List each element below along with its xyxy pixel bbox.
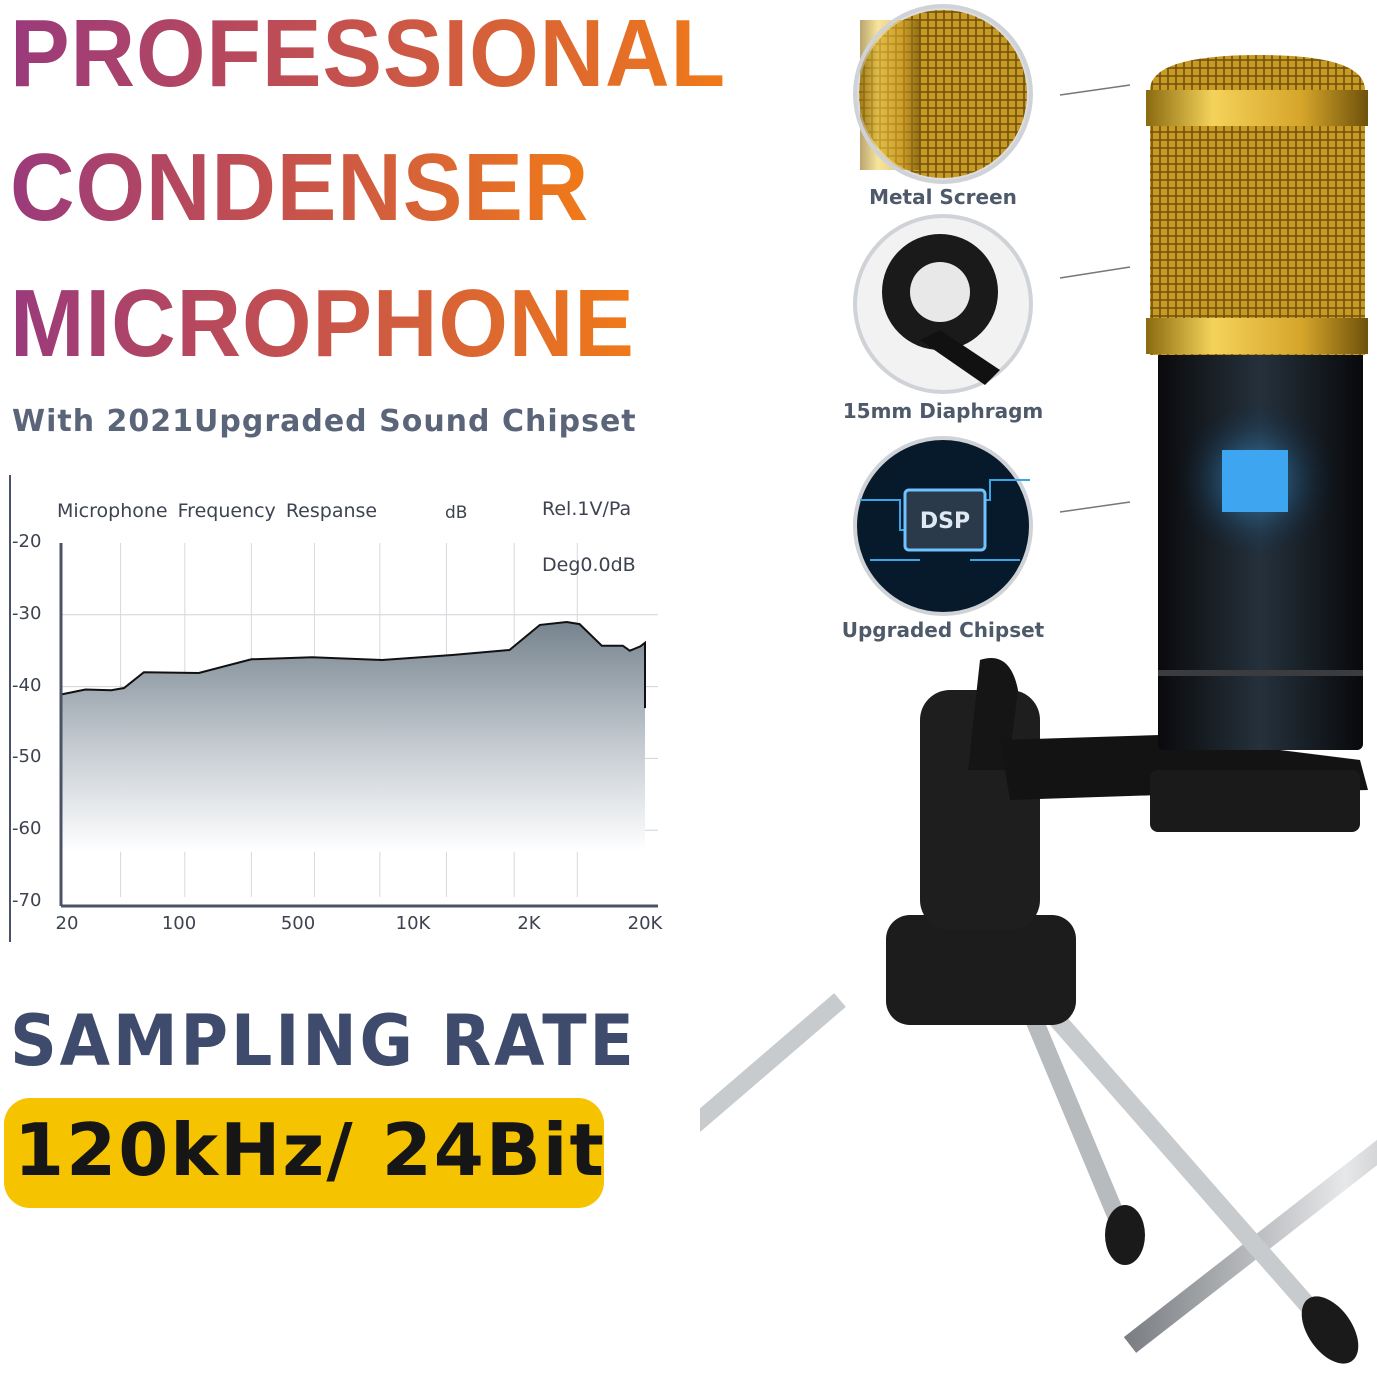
y-tick-label: -70 xyxy=(12,890,42,911)
sampling-rate-value: 120kHz/ 24Bit xyxy=(14,1108,606,1192)
frequency-response-chart: Microphone Frequency Respanse dB Rel.1V/… xyxy=(0,470,680,950)
metal-screen-icon xyxy=(853,4,1033,184)
x-tick-label: 10K xyxy=(395,913,431,934)
microphone-product-image: DSP xyxy=(700,4,1377,1364)
y-tick-label: -30 xyxy=(12,602,42,624)
response-area xyxy=(61,622,645,852)
headline-line-1: PROFESSIONAL xyxy=(10,0,726,108)
y-tick-label: -20 xyxy=(12,531,42,552)
chart-annotation-rel: Rel.1V/Pa xyxy=(542,498,632,520)
sampling-rate-badge xyxy=(4,1098,604,1208)
chart-plot xyxy=(9,475,658,942)
dsp-chip-text: DSP xyxy=(920,509,970,534)
y-tick-label: -40 xyxy=(12,674,42,696)
x-tick-label: 2K xyxy=(517,913,541,934)
x-tick-label: 20 xyxy=(55,913,79,934)
response-line xyxy=(60,620,646,709)
chart-ylabel: dB xyxy=(445,503,468,523)
y-tick-label: -60 xyxy=(12,818,42,840)
dsp-chip-icon: DSP xyxy=(853,436,1033,616)
callout-diaphragm: 15mm Diaphragm xyxy=(842,399,1044,423)
subtitle: With 2021Upgraded Sound Chipset xyxy=(12,404,637,439)
diaphragm-icon xyxy=(853,214,1033,394)
headline-line-3: MICROPHONE xyxy=(10,270,635,378)
callout-chipset: Upgraded Chipset xyxy=(841,618,1045,642)
chart-title: Microphone Frequency Respanse xyxy=(57,500,378,522)
callout-metal-screen: Metal Screen xyxy=(869,185,1017,209)
x-tick-label: 500 xyxy=(280,913,316,934)
x-tick-label: 20K xyxy=(627,913,663,934)
sampling-rate-heading: SAMPLING RATE xyxy=(10,1000,637,1082)
y-tick-label: -50 xyxy=(12,746,42,768)
microphone xyxy=(1146,55,1368,750)
headline-line-2: CONDENSER xyxy=(10,134,590,242)
chart-annotation-deg: Deg0.0dB xyxy=(542,554,636,576)
x-tick-label: 100 xyxy=(161,913,197,934)
